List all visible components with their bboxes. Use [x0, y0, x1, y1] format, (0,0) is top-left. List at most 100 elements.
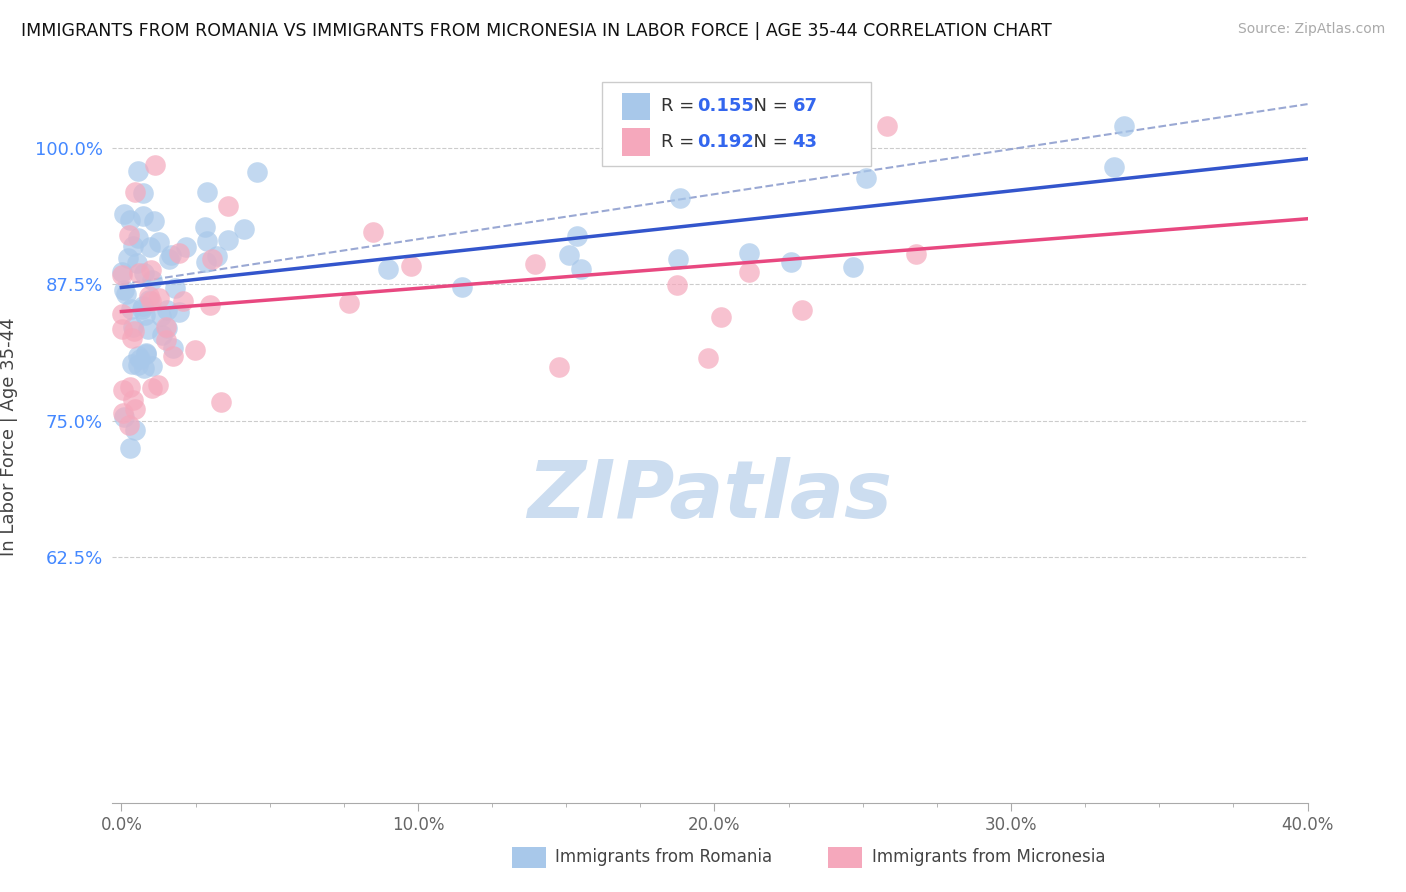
- Point: [665, 278, 688, 293]
- Point: [118, 417, 141, 432]
- Point: [141, 273, 163, 287]
- Point: [149, 309, 172, 323]
- Point: [120, 301, 142, 316]
- Point: [118, 212, 141, 227]
- Point: [399, 260, 422, 274]
- Point: [117, 251, 139, 265]
- Text: R =: R =: [661, 97, 700, 115]
- Point: [547, 359, 569, 374]
- Point: [124, 185, 146, 199]
- Point: [738, 265, 761, 279]
- Text: N =: N =: [742, 97, 794, 115]
- Point: [138, 293, 160, 307]
- Point: [377, 262, 399, 277]
- Point: [565, 228, 588, 243]
- FancyBboxPatch shape: [621, 128, 651, 156]
- Point: [111, 265, 134, 279]
- Point: [121, 393, 143, 408]
- Point: [155, 303, 177, 318]
- Point: [127, 358, 149, 372]
- Point: [162, 349, 184, 363]
- Point: [159, 252, 181, 267]
- Point: [361, 225, 384, 239]
- Point: [134, 361, 156, 376]
- Point: [125, 256, 148, 270]
- Point: [136, 322, 159, 336]
- Text: ZIPatlas: ZIPatlas: [527, 457, 893, 534]
- Point: [129, 351, 152, 366]
- Point: [132, 266, 155, 280]
- Point: [201, 252, 224, 267]
- Point: [666, 252, 689, 266]
- Point: [246, 165, 269, 179]
- Point: [131, 301, 153, 316]
- Point: [779, 254, 801, 268]
- Point: [127, 350, 149, 364]
- Point: [139, 263, 162, 277]
- Point: [524, 257, 547, 271]
- Point: [121, 331, 143, 345]
- Point: [122, 238, 145, 252]
- Point: [217, 199, 239, 213]
- Point: [905, 247, 928, 261]
- Point: [111, 268, 134, 282]
- Point: [195, 185, 218, 199]
- Point: [155, 333, 177, 347]
- Point: [828, 121, 851, 136]
- Text: 0.192: 0.192: [697, 133, 754, 152]
- Point: [1112, 119, 1135, 133]
- Point: [569, 261, 592, 276]
- Point: [217, 233, 239, 247]
- Point: [115, 287, 138, 301]
- Point: [148, 291, 170, 305]
- Text: 67: 67: [793, 97, 817, 115]
- Point: [112, 383, 135, 397]
- Point: [337, 295, 360, 310]
- Text: Source: ZipAtlas.com: Source: ZipAtlas.com: [1237, 22, 1385, 37]
- Point: [111, 308, 134, 322]
- Point: [195, 234, 218, 248]
- Point: [122, 319, 145, 334]
- Point: [128, 266, 150, 280]
- Point: [139, 293, 162, 308]
- Point: [156, 321, 179, 335]
- Text: IMMIGRANTS FROM ROMANIA VS IMMIGRANTS FROM MICRONESIA IN LABOR FORCE | AGE 35-44: IMMIGRANTS FROM ROMANIA VS IMMIGRANTS FR…: [21, 22, 1052, 40]
- Point: [132, 209, 155, 223]
- Text: R =: R =: [661, 133, 700, 152]
- Point: [134, 309, 156, 323]
- Point: [118, 442, 141, 456]
- Point: [146, 377, 169, 392]
- Point: [148, 235, 170, 249]
- Point: [143, 158, 166, 172]
- FancyBboxPatch shape: [621, 93, 651, 120]
- Point: [122, 324, 145, 338]
- Point: [167, 246, 190, 260]
- Point: [118, 227, 141, 242]
- Point: [112, 410, 135, 425]
- Point: [159, 248, 181, 262]
- Point: [194, 219, 217, 234]
- Point: [141, 381, 163, 395]
- Point: [135, 345, 157, 359]
- Point: [194, 255, 217, 269]
- Point: [127, 231, 149, 245]
- Point: [120, 380, 142, 394]
- Point: [184, 343, 207, 357]
- FancyBboxPatch shape: [828, 847, 862, 868]
- Point: [172, 294, 194, 309]
- Point: [174, 239, 197, 253]
- Text: N =: N =: [742, 133, 794, 152]
- Point: [855, 170, 877, 185]
- Point: [790, 302, 813, 317]
- Point: [111, 321, 134, 335]
- Point: [124, 423, 146, 437]
- Point: [1104, 160, 1126, 174]
- Point: [132, 299, 155, 313]
- Point: [135, 347, 157, 361]
- Text: Immigrants from Romania: Immigrants from Romania: [555, 848, 772, 866]
- Point: [112, 406, 135, 420]
- FancyBboxPatch shape: [512, 847, 546, 868]
- Point: [668, 191, 690, 205]
- Text: Immigrants from Micronesia: Immigrants from Micronesia: [872, 848, 1105, 866]
- Point: [165, 280, 187, 294]
